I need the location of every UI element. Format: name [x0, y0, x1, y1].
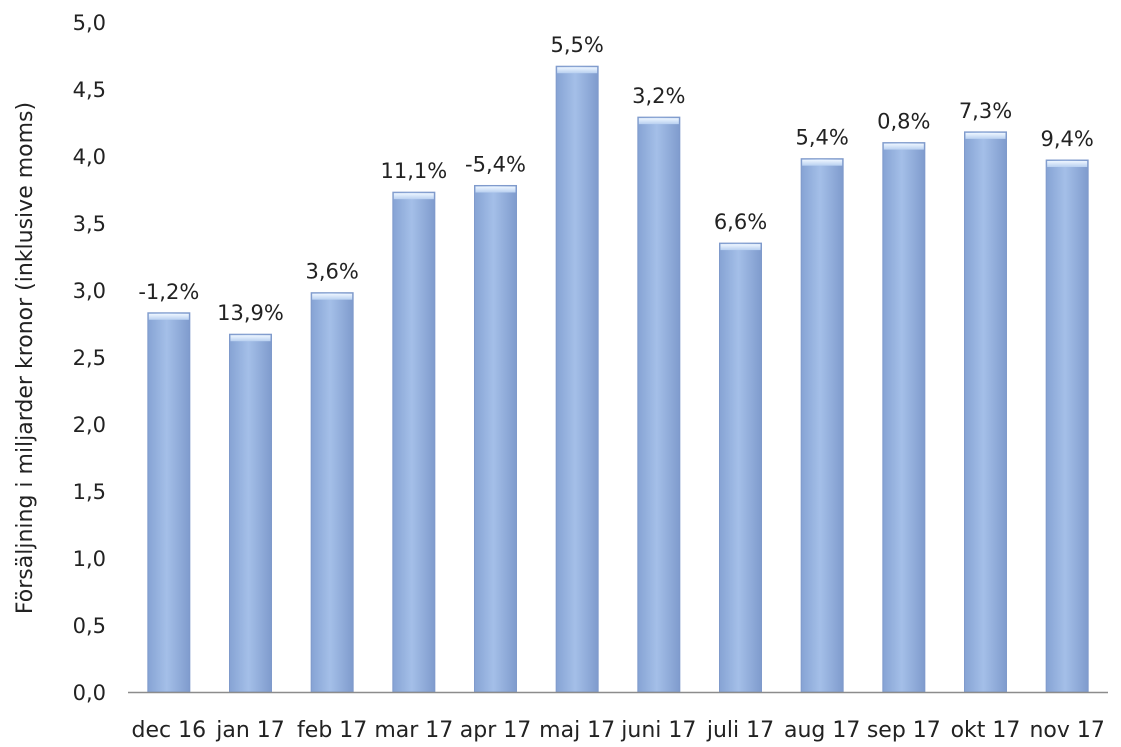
bar: [474, 184, 517, 693]
x-tick-label: okt 17: [951, 718, 1021, 743]
y-tick-label: 1,0: [73, 547, 106, 571]
x-tick-label: sep 17: [867, 718, 941, 743]
bar-cap: [393, 193, 434, 200]
bar: [555, 65, 599, 693]
bar-cap: [475, 186, 516, 193]
x-tick-label: feb 17: [297, 718, 367, 743]
y-tick-label: 3,0: [73, 279, 106, 303]
data-label: 11,1%: [380, 159, 447, 183]
data-labels: -1,2% 13,9% 3,6% 11,1% -5,4% 5,5% 3,2% 6,6% 5,4%…: [138, 33, 1093, 325]
y-tick-label: 3,5: [73, 212, 106, 236]
bar-cap: [557, 67, 598, 74]
bar-cap: [883, 143, 924, 150]
x-tick-label: dec 16: [132, 718, 207, 743]
bar: [882, 142, 926, 693]
x-tick-label: mar 17: [374, 718, 453, 743]
y-tick-label: 2,0: [73, 413, 106, 437]
data-label: 3,6%: [305, 260, 358, 284]
data-label: -1,2%: [138, 280, 199, 304]
y-tick-label: 4,5: [73, 78, 106, 102]
bar-cap: [638, 118, 679, 125]
bar-cap: [1047, 161, 1088, 168]
x-tick-label: maj 17: [539, 718, 615, 743]
x-tick-label: nov 17: [1029, 718, 1104, 743]
data-label: 9,4%: [1040, 127, 1093, 151]
data-label: 5,4%: [795, 126, 848, 150]
y-tick-label: 0,0: [73, 681, 106, 705]
x-tick-label: apr 17: [460, 718, 531, 743]
bar-series: [147, 65, 1089, 693]
data-label: 7,3%: [959, 99, 1012, 123]
y-tick-label: 1,5: [73, 480, 106, 504]
bar: [637, 116, 681, 693]
bar: [964, 131, 1007, 693]
x-axis-labels: dec 16 jan 17 feb 17 mar 17 apr 17 maj 17 juni…: [132, 718, 1105, 743]
data-label: 0,8%: [877, 110, 930, 134]
bar: [310, 292, 354, 693]
x-tick-label: juni 17: [620, 718, 696, 743]
x-tick-label: aug 17: [784, 718, 860, 743]
y-axis-ticks: 0,0 0,5 1,0 1,5 2,0 2,5 3,0 3,5 4,0 4,5 5,0: [73, 11, 106, 705]
bar: [147, 312, 191, 693]
bar-cap: [312, 293, 353, 300]
x-tick-label: jan 17: [215, 718, 285, 743]
bar: [229, 333, 272, 693]
data-label: 5,5%: [550, 33, 603, 57]
y-tick-label: 0,5: [73, 614, 106, 638]
x-tick-label: juli 17: [706, 718, 774, 743]
data-label: 6,6%: [714, 210, 767, 234]
bar: [392, 191, 436, 693]
data-label: 13,9%: [217, 301, 284, 325]
y-axis-title: Försäljning i miljarder kronor (inklusiv…: [13, 102, 38, 614]
bar: [719, 242, 762, 693]
bar-cap: [965, 132, 1006, 139]
bar-cap: [230, 335, 271, 342]
bar-cap: [802, 159, 843, 166]
data-label: -5,4%: [465, 152, 526, 176]
y-tick-label: 5,0: [73, 11, 106, 35]
bar: [1045, 159, 1089, 693]
y-tick-label: 2,5: [73, 346, 106, 370]
bar: [800, 158, 844, 693]
bar-cap: [720, 244, 761, 251]
data-label: 3,2%: [632, 84, 685, 108]
bar-cap: [148, 313, 189, 320]
y-tick-label: 4,0: [73, 145, 106, 169]
